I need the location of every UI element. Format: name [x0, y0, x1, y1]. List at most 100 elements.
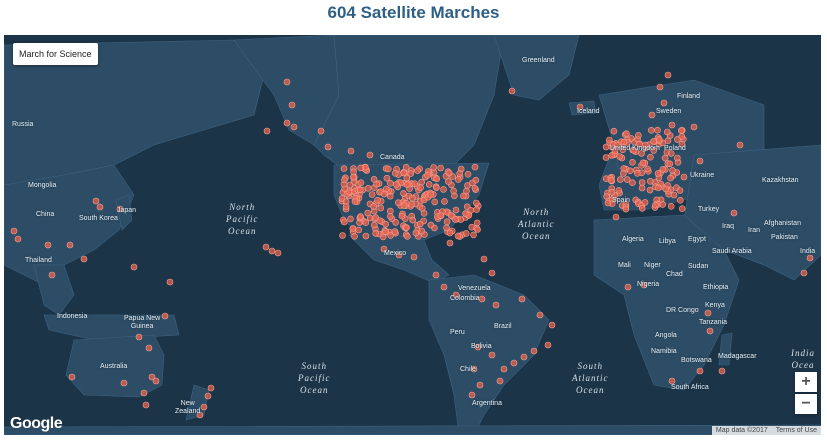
- march-marker[interactable]: [664, 71, 672, 79]
- march-marker[interactable]: [476, 381, 484, 389]
- march-marker[interactable]: [630, 147, 638, 154]
- march-marker[interactable]: [471, 185, 479, 192]
- terms-of-use-link[interactable]: Terms of Use: [775, 427, 817, 434]
- march-marker[interactable]: [669, 167, 676, 174]
- march-marker[interactable]: [629, 179, 636, 186]
- march-marker[interactable]: [351, 233, 358, 240]
- march-marker[interactable]: [641, 199, 649, 206]
- march-marker[interactable]: [706, 327, 714, 335]
- march-marker[interactable]: [656, 83, 664, 91]
- march-marker[interactable]: [640, 281, 648, 289]
- march-marker[interactable]: [398, 212, 406, 220]
- march-marker[interactable]: [263, 127, 271, 135]
- map-canvas[interactable]: [4, 35, 821, 435]
- march-marker[interactable]: [262, 243, 270, 251]
- march-marker[interactable]: [207, 384, 215, 392]
- march-marker[interactable]: [340, 165, 348, 172]
- march-marker[interactable]: [678, 205, 686, 212]
- march-marker[interactable]: [412, 229, 420, 237]
- march-marker[interactable]: [204, 392, 212, 400]
- march-marker[interactable]: [440, 283, 448, 291]
- world-map[interactable]: March for Science Russia Greenland Icela…: [4, 35, 821, 435]
- march-marker[interactable]: [366, 214, 374, 222]
- march-marker[interactable]: [736, 141, 744, 149]
- march-marker[interactable]: [383, 174, 391, 182]
- march-marker[interactable]: [659, 201, 667, 208]
- march-marker[interactable]: [96, 203, 104, 211]
- march-marker[interactable]: [456, 170, 464, 177]
- march-marker[interactable]: [324, 143, 332, 151]
- march-marker[interactable]: [425, 181, 433, 188]
- march-marker[interactable]: [661, 154, 669, 162]
- march-marker[interactable]: [605, 136, 613, 144]
- march-marker[interactable]: [341, 176, 348, 184]
- march-marker[interactable]: [350, 173, 357, 181]
- march-marker[interactable]: [650, 147, 658, 154]
- march-marker[interactable]: [443, 218, 451, 226]
- march-marker[interactable]: [488, 351, 496, 359]
- march-marker[interactable]: [142, 401, 150, 409]
- march-marker[interactable]: [411, 180, 419, 187]
- march-marker[interactable]: [460, 192, 467, 200]
- march-marker[interactable]: [437, 212, 445, 219]
- march-marker[interactable]: [447, 212, 455, 219]
- march-marker[interactable]: [646, 178, 654, 185]
- march-marker[interactable]: [614, 141, 621, 149]
- march-marker[interactable]: [433, 175, 441, 183]
- march-marker[interactable]: [470, 231, 477, 239]
- march-marker[interactable]: [92, 197, 100, 205]
- march-marker[interactable]: [647, 127, 655, 134]
- march-marker[interactable]: [374, 196, 381, 204]
- march-marker[interactable]: [382, 220, 390, 228]
- march-marker[interactable]: [362, 232, 370, 240]
- march-marker[interactable]: [418, 178, 426, 186]
- march-marker[interactable]: [357, 164, 365, 172]
- march-marker[interactable]: [440, 186, 447, 193]
- march-for-science-legend-button[interactable]: March for Science: [13, 43, 98, 65]
- march-marker[interactable]: [427, 221, 435, 229]
- march-marker[interactable]: [536, 311, 544, 319]
- march-marker[interactable]: [638, 184, 646, 192]
- march-marker[interactable]: [619, 146, 627, 153]
- march-marker[interactable]: [395, 251, 403, 259]
- march-marker[interactable]: [471, 163, 479, 171]
- march-marker[interactable]: [496, 377, 504, 385]
- march-marker[interactable]: [116, 205, 124, 213]
- march-marker[interactable]: [384, 165, 392, 173]
- march-marker[interactable]: [548, 321, 556, 329]
- march-marker[interactable]: [387, 232, 394, 239]
- march-marker[interactable]: [340, 218, 348, 226]
- march-marker[interactable]: [450, 187, 457, 195]
- march-marker[interactable]: [454, 176, 462, 183]
- march-marker[interactable]: [392, 181, 400, 188]
- march-marker[interactable]: [135, 333, 143, 341]
- march-marker[interactable]: [402, 164, 410, 171]
- march-marker[interactable]: [445, 178, 452, 185]
- march-marker[interactable]: [624, 283, 632, 291]
- march-marker[interactable]: [463, 187, 470, 195]
- march-marker[interactable]: [446, 229, 454, 237]
- march-marker[interactable]: [608, 152, 616, 159]
- march-marker[interactable]: [544, 341, 552, 349]
- march-marker[interactable]: [379, 233, 387, 241]
- march-marker[interactable]: [576, 103, 584, 111]
- march-marker[interactable]: [10, 227, 18, 235]
- march-marker[interactable]: [604, 199, 612, 207]
- march-marker[interactable]: [317, 127, 325, 135]
- march-marker[interactable]: [616, 153, 624, 160]
- march-marker[interactable]: [355, 226, 363, 234]
- march-marker[interactable]: [718, 367, 726, 375]
- march-marker[interactable]: [806, 254, 814, 262]
- march-marker[interactable]: [339, 232, 346, 239]
- march-marker[interactable]: [392, 219, 400, 226]
- march-marker[interactable]: [416, 220, 424, 228]
- march-marker[interactable]: [468, 391, 476, 399]
- march-marker[interactable]: [445, 169, 453, 177]
- march-marker[interactable]: [667, 203, 675, 210]
- march-marker[interactable]: [403, 174, 411, 182]
- march-marker[interactable]: [619, 170, 627, 177]
- march-marker[interactable]: [610, 127, 618, 135]
- march-marker[interactable]: [368, 191, 376, 198]
- march-marker[interactable]: [274, 249, 282, 257]
- march-marker[interactable]: [663, 128, 671, 136]
